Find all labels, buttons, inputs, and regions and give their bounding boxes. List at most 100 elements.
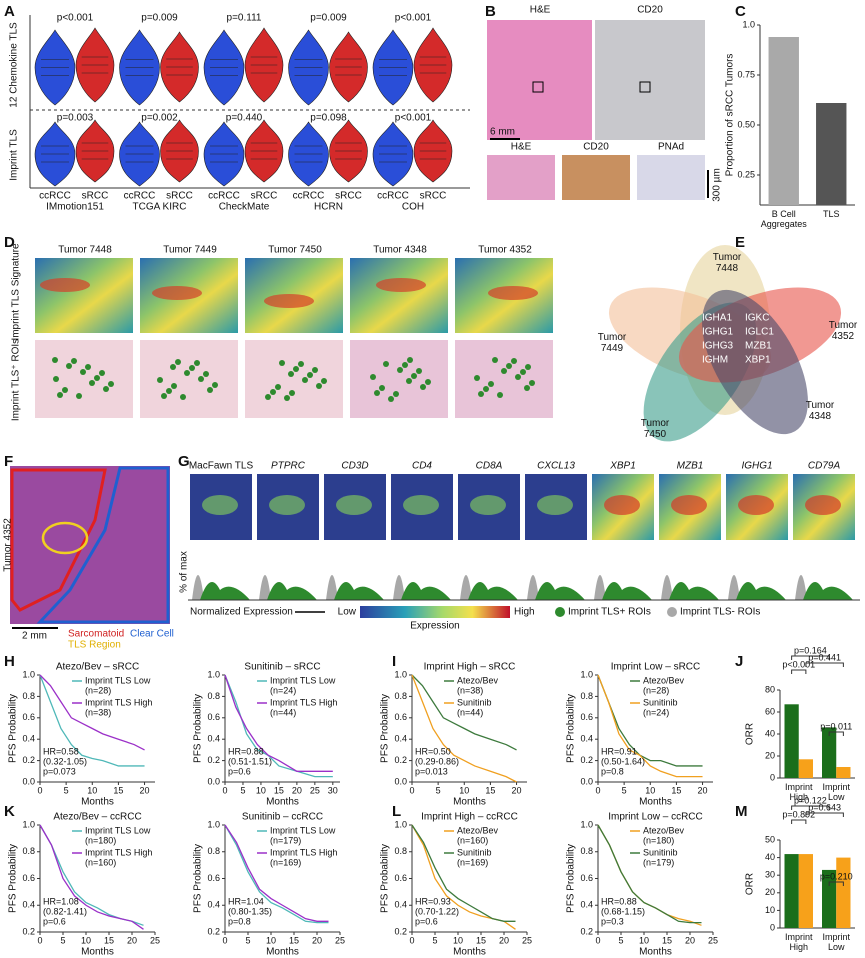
x-tick-label: 10 xyxy=(453,935,463,945)
y-tick-label: 0.75 xyxy=(737,69,755,79)
expression-hotspot xyxy=(336,495,372,515)
annotation: p=0.643 xyxy=(808,802,841,812)
panel-letter: E xyxy=(735,234,745,251)
x-tick-label: Imprint Low xyxy=(822,932,850,952)
y-tick-label: 0.6 xyxy=(207,873,220,883)
y-axis-label: ORR xyxy=(745,873,756,895)
tls-plus-density xyxy=(669,582,719,600)
y-tick-label: 0.0 xyxy=(207,776,220,786)
x-tick-label: 15 xyxy=(662,935,672,945)
roi-dot xyxy=(288,371,294,377)
y-tick-label: 0.8 xyxy=(207,691,220,701)
y-tick-label: 0.8 xyxy=(22,691,35,701)
roi-dot xyxy=(511,358,517,364)
expression-hotspot xyxy=(202,495,238,515)
survival-curve xyxy=(597,674,703,767)
y-axis-label: PFS Probability xyxy=(566,694,577,763)
image-label: CD20 xyxy=(637,5,663,16)
annotation: HR=1.04 xyxy=(228,896,264,906)
annotation: p=0.6 xyxy=(415,916,438,926)
group-label: sRCC xyxy=(82,191,109,202)
legend-label: Imprint TLS+ ROIs xyxy=(568,607,651,618)
survival-curve xyxy=(39,674,145,751)
y-tick-label: 40 xyxy=(765,852,775,862)
roi-dot xyxy=(374,390,380,396)
roi-dot xyxy=(474,375,480,381)
survival-curve xyxy=(597,674,703,778)
x-tick-label: 10 xyxy=(645,785,655,795)
p-value: p=0.009 xyxy=(141,13,178,24)
x-tick-label: 15 xyxy=(104,935,114,945)
tls-plus-density xyxy=(267,582,317,600)
annotation: p<0.001 xyxy=(782,659,815,669)
x-tick-label: 15 xyxy=(485,785,495,795)
x-tick-label: 20 xyxy=(512,785,522,795)
y-axis-label: PFS Probability xyxy=(380,694,391,763)
roi-dot xyxy=(270,389,276,395)
x-tick-label: 15 xyxy=(274,785,284,795)
set-label: Tumor 7450 xyxy=(640,418,670,440)
y-tick-label: 0.2 xyxy=(394,755,407,765)
y-axis-label: PFS Probability xyxy=(8,844,19,913)
bar xyxy=(816,103,847,205)
x-axis-label: Months xyxy=(266,947,299,958)
p-value: p=0.002 xyxy=(141,113,178,124)
roi-dot xyxy=(407,357,413,363)
significance-bracket xyxy=(791,655,830,660)
tls-plus-density xyxy=(602,582,652,600)
y-tick-label: 0.2 xyxy=(207,755,220,765)
roi-dot xyxy=(529,380,535,386)
annotation: p=0.210 xyxy=(820,871,853,881)
panel-letter: A xyxy=(4,3,15,20)
roi-dot xyxy=(525,364,531,370)
tls-minus-density xyxy=(259,575,271,600)
legend-label: Atezo/Bev xyxy=(457,825,499,835)
scale-label: 6 mm xyxy=(490,127,515,138)
image-label: CD20 xyxy=(583,142,609,153)
legend-note: (n=24) xyxy=(270,685,296,695)
x-tick-label: 15 xyxy=(671,785,681,795)
gene-panel-label: CXCL13 xyxy=(537,461,575,472)
y-tick-label: 0.2 xyxy=(394,926,407,936)
roi-dot xyxy=(203,371,209,377)
tls-minus-density xyxy=(393,575,405,600)
gene-panel-label: PTPRC xyxy=(271,461,306,472)
roi-dot xyxy=(411,373,417,379)
roi-dot xyxy=(406,378,412,384)
bar xyxy=(822,869,837,928)
inset-image xyxy=(487,155,555,200)
roi-dot xyxy=(293,366,299,372)
legend-note: (n=160) xyxy=(457,835,488,845)
roi-dot xyxy=(316,383,322,389)
survival-curve xyxy=(597,824,702,924)
tumor-label: Tumor 4348 xyxy=(373,245,427,256)
significance-bracket xyxy=(805,812,844,817)
y-axis-label: PFS Probability xyxy=(193,844,204,913)
legend-label: Sunitinib xyxy=(457,697,492,707)
x-tick-label: 10 xyxy=(87,785,97,795)
annotation: HR=0.88 xyxy=(228,746,264,756)
legend-note: (n=169) xyxy=(270,857,301,867)
roi-dot xyxy=(198,376,204,382)
sarcomatoid-outline xyxy=(10,468,107,612)
legend-note: (n=38) xyxy=(457,685,483,695)
inset-image xyxy=(637,155,705,200)
roi-dot xyxy=(388,396,394,402)
y-tick-label: 0.8 xyxy=(394,846,407,856)
bar xyxy=(836,857,851,928)
expression-hotspot xyxy=(604,495,640,515)
group-label: sRCC xyxy=(335,191,362,202)
y-tick-label: 60 xyxy=(765,706,775,716)
annotation: (0.29-0.86) xyxy=(415,756,459,766)
bar xyxy=(784,704,799,778)
roi-dot xyxy=(76,393,82,399)
bar xyxy=(798,759,813,778)
cd20-image xyxy=(595,20,705,140)
gene-panel-label: CD8A xyxy=(476,461,503,472)
roi-dot xyxy=(171,383,177,389)
scale-label: 300 µm xyxy=(712,168,723,202)
x-tick-label: 0 xyxy=(409,785,414,795)
y-tick-label: 20 xyxy=(765,750,775,760)
annotation: (0.70-1.22) xyxy=(415,906,459,916)
legend-label: Sarcomatoid xyxy=(68,629,124,640)
